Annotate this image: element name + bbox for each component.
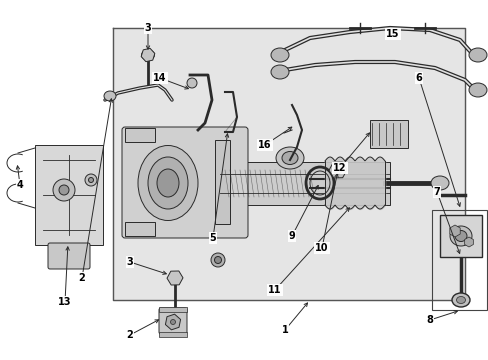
Ellipse shape [59, 185, 69, 195]
Bar [369, 120, 407, 148]
Ellipse shape [451, 293, 469, 307]
Ellipse shape [456, 297, 465, 303]
Ellipse shape [138, 145, 198, 220]
Text: 8: 8 [426, 315, 432, 325]
Ellipse shape [157, 169, 179, 197]
Text: 2: 2 [79, 273, 85, 283]
Text: 16: 16 [258, 140, 271, 150]
Text: 14: 14 [153, 73, 166, 83]
Ellipse shape [468, 83, 486, 97]
Bar [439, 215, 481, 257]
Ellipse shape [282, 152, 297, 165]
Text: 2: 2 [126, 330, 133, 340]
Text: 6: 6 [415, 73, 422, 83]
Bar [159, 332, 186, 337]
Text: 10: 10 [315, 243, 328, 253]
Ellipse shape [104, 91, 116, 101]
Bar [220, 162, 389, 205]
Text: 15: 15 [386, 29, 399, 39]
Bar [125, 222, 155, 236]
Bar [159, 307, 186, 312]
Text: 5: 5 [209, 233, 216, 243]
Ellipse shape [186, 78, 197, 88]
Ellipse shape [141, 50, 154, 60]
Ellipse shape [449, 226, 471, 246]
FancyBboxPatch shape [48, 243, 90, 269]
Ellipse shape [53, 179, 75, 201]
Text: 3: 3 [126, 257, 133, 267]
Ellipse shape [333, 166, 341, 174]
Text: 1: 1 [281, 325, 288, 335]
Ellipse shape [468, 48, 486, 62]
Ellipse shape [148, 157, 187, 209]
FancyBboxPatch shape [122, 127, 247, 238]
Ellipse shape [454, 230, 466, 242]
Ellipse shape [430, 176, 448, 190]
Text: 4: 4 [17, 180, 23, 190]
Ellipse shape [170, 320, 175, 324]
Ellipse shape [88, 177, 93, 183]
Ellipse shape [270, 48, 288, 62]
Ellipse shape [275, 147, 304, 169]
Text: 3: 3 [144, 23, 151, 33]
Text: 9: 9 [288, 231, 295, 241]
Text: 12: 12 [332, 163, 346, 173]
Text: 13: 13 [58, 297, 72, 307]
Ellipse shape [85, 174, 97, 186]
Ellipse shape [214, 256, 221, 264]
Ellipse shape [270, 65, 288, 79]
Text: 11: 11 [268, 285, 281, 295]
Bar [215, 140, 229, 224]
Text: 7: 7 [433, 187, 440, 197]
Bar [431, 210, 486, 310]
FancyBboxPatch shape [159, 308, 186, 334]
Bar [35, 145, 103, 245]
Bar [125, 128, 155, 142]
Ellipse shape [210, 253, 224, 267]
Polygon shape [113, 28, 464, 300]
